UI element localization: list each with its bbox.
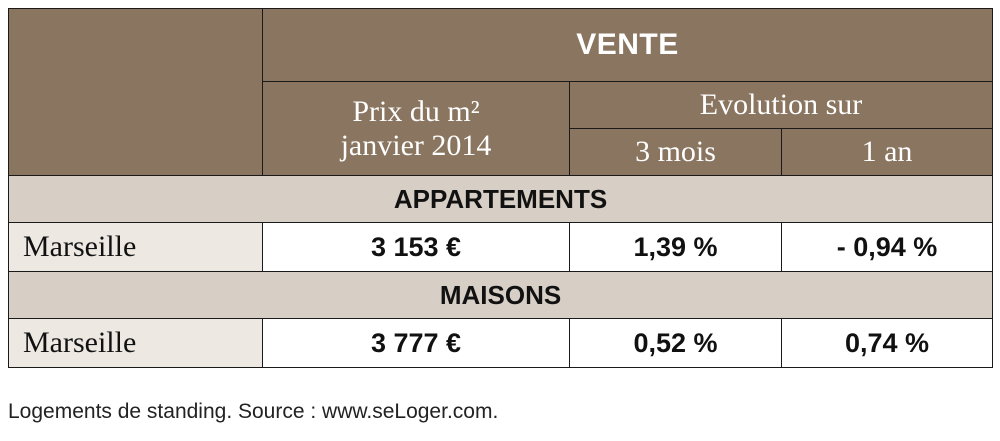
header-3mois: 3 mois xyxy=(569,128,782,176)
header-prix: Prix du m² janvier 2014 xyxy=(262,81,570,176)
price-table: VENTE Prix du m² janvier 2014 Evolution … xyxy=(7,8,994,368)
section-row-maisons: MAISONS xyxy=(7,271,994,319)
table-row: Marseille 3 153 € 1,39 % - 0,94 % xyxy=(8,222,994,272)
section-title-maisons: MAISONS xyxy=(7,271,994,319)
evo-3mois-value: 0,52 % xyxy=(569,318,782,368)
city-label: Marseille xyxy=(8,222,263,272)
prix-value: 3 153 € xyxy=(262,222,570,272)
evo-1an-value: - 0,94 % xyxy=(780,222,994,272)
price-table-container: VENTE Prix du m² janvier 2014 Evolution … xyxy=(7,8,994,368)
header-row-1: VENTE xyxy=(8,8,994,176)
evo-1an-value: 0,74 % xyxy=(780,318,994,368)
evo-3mois-value: 1,39 % xyxy=(569,222,782,272)
section-row-appartements: APPARTEMENTS xyxy=(7,175,994,223)
header-empty-corner xyxy=(8,8,263,176)
section-title-appartements: APPARTEMENTS xyxy=(7,175,994,223)
city-label: Marseille xyxy=(8,318,263,368)
header-1an: 1 an xyxy=(780,128,994,176)
header-prix-line1: Prix du m² xyxy=(352,94,480,128)
header-prix-line2: janvier 2014 xyxy=(340,128,492,162)
prix-value: 3 777 € xyxy=(262,318,570,368)
header-row-2: Prix du m² janvier 2014 Evolution sur xyxy=(9,81,994,176)
header-vente: VENTE xyxy=(261,8,994,82)
header-evolution: Evolution sur xyxy=(568,81,994,129)
source-footnote: Logements de standing. Source : www.seLo… xyxy=(8,400,499,423)
table-row: Marseille 3 777 € 0,52 % 0,74 % xyxy=(8,318,994,368)
